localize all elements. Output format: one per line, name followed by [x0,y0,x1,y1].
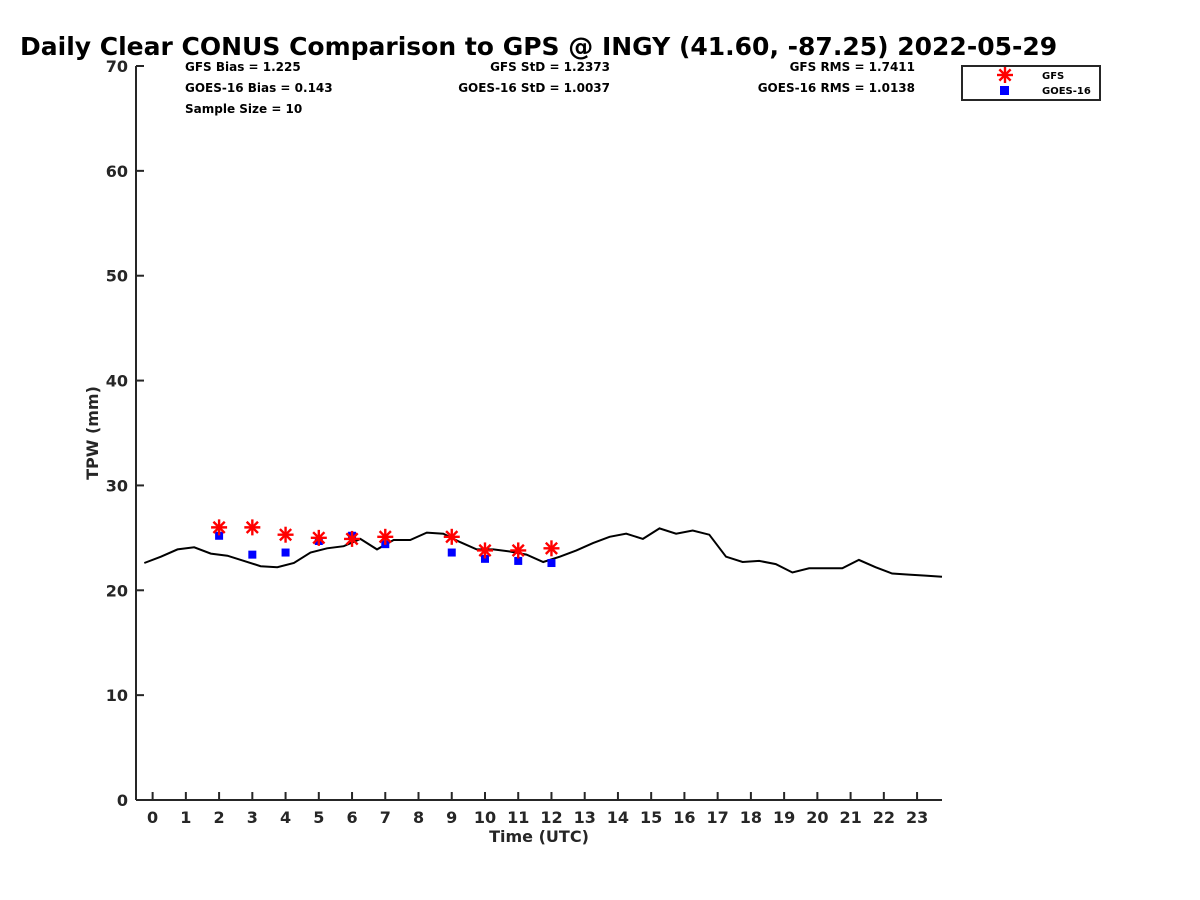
gfs-rms-text: GFS RMS = 1.7411 [790,60,915,74]
x-tick-label: 5 [313,808,324,827]
goes16-point [447,548,456,557]
x-tick-label: 15 [640,808,662,827]
x-tick-label: 9 [446,808,457,827]
x-tick-label: 11 [507,808,529,827]
legend-box [961,65,1101,101]
x-tick-label: 19 [773,808,795,827]
goes16-point [281,548,290,557]
chart-title: Daily Clear CONUS Comparison to GPS @ IN… [20,32,1057,61]
gfs-std-text: GFS StD = 1.2373 [490,60,610,74]
sample-size-text: Sample Size = 10 [185,102,302,116]
gfs-point [277,526,294,543]
gps-series-line [143,527,943,578]
x-tick-label: 21 [839,808,861,827]
stats-annotations: GFS Bias = 1.225 GOES-16 Bias = 0.143 Sa… [185,60,915,116]
x-tick-label: 6 [346,808,357,827]
legend-goes16-square-icon [1000,86,1009,95]
x-tick-label: 16 [673,808,695,827]
y-tick-label: 30 [106,476,128,495]
legend-gfs-asterisk-icon [997,67,1013,83]
gfs-point [244,519,261,536]
y-axis-label: TPW (mm) [83,386,102,480]
y-tick-label: 40 [106,372,128,391]
x-tick-label: 7 [380,808,391,827]
y-tick-label: 50 [106,267,128,286]
x-tick-label: 3 [247,808,258,827]
legend-goes16-label: GOES-16 [1042,86,1091,97]
y-tick-label: 60 [106,162,128,181]
x-axis-ticks: 0 1 2 3 4 5 6 7 8 9 10 11 12 13 14 15 16 17 18 19 20 21 22 23 [147,792,928,827]
y-tick-label: 70 [106,57,128,76]
x-tick-label: 17 [707,808,729,827]
goes-bias-text: GOES-16 Bias = 0.143 [185,81,333,95]
gfs-bias-text: GFS Bias = 1.225 [185,60,301,74]
y-axis-ticks: 0 10 20 30 40 50 60 70 [106,57,144,810]
legend-gfs-label: GFS [1042,71,1064,82]
x-axis-label: Time (UTC) [489,827,589,846]
x-tick-label: 12 [540,808,562,827]
goes16-point [248,550,257,559]
gfs-point [211,519,228,536]
x-tick-label: 4 [280,808,291,827]
gfs-point [344,530,361,547]
goes16-point [547,559,556,568]
y-tick-label: 20 [106,581,128,600]
goes16-point [215,531,224,540]
x-tick-label: 18 [740,808,762,827]
x-tick-label: 8 [413,808,424,827]
x-tick-label: 0 [147,808,158,827]
gfs-point [476,542,493,559]
x-tick-label: 2 [214,808,225,827]
y-tick-label: 10 [106,686,128,705]
legend: GFS GOES-16 [961,65,1101,101]
plot-area [143,519,943,578]
gfs-series-group [211,519,560,559]
x-tick-label: 22 [873,808,895,827]
gfs-point [377,528,394,545]
x-tick-label: 20 [806,808,828,827]
goes-rms-text: GOES-16 RMS = 1.0138 [758,81,915,95]
x-tick-label: 23 [906,808,928,827]
x-tick-label: 1 [180,808,191,827]
goes16-point [480,554,489,563]
gfs-point [310,529,327,546]
gfs-point [543,540,560,557]
legend-gfs-asterisk [997,67,1013,83]
goes-std-text: GOES-16 StD = 1.0037 [458,81,610,95]
gfs-point [443,528,460,545]
y-tick-label: 0 [117,791,128,810]
gfs-point [510,542,527,559]
x-tick-label: 10 [474,808,496,827]
gps-series-line-group [143,527,943,578]
goes16-point [514,556,523,565]
x-tick-label: 13 [574,808,596,827]
x-tick-label: 14 [607,808,629,827]
